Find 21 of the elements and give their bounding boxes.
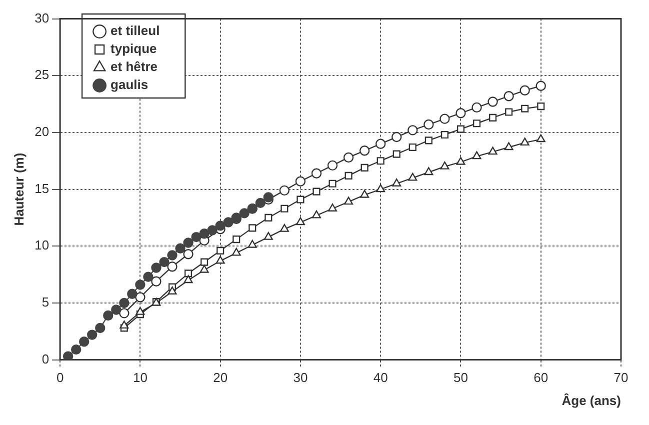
x-tick-label: 70 (614, 370, 628, 386)
y-tick-label: 20 (34, 124, 50, 140)
y-tick-label: 10 (34, 238, 50, 253)
x-tick-label: 50 (453, 370, 468, 386)
x-tick-label: 30 (293, 370, 308, 386)
legend-label: et tilleul (110, 23, 160, 38)
x-tick-label: 60 (534, 370, 548, 386)
y-tick-label: 5 (42, 294, 50, 310)
legend-label: et hêtre (110, 59, 158, 74)
x-axis-title: Âge (ans) (562, 392, 621, 408)
legend-label: typique (110, 41, 157, 56)
y-tick-label: 15 (34, 180, 50, 196)
x-tick-label: 10 (132, 370, 148, 386)
x-tick-label: 20 (213, 370, 228, 386)
y-tick-label: 0 (42, 351, 50, 366)
y-axis-title: Hauteur (m) (11, 152, 26, 226)
y-tick-label: 30 (34, 10, 50, 26)
legend-label: gaulis (110, 77, 148, 92)
y-tick-label: 25 (34, 67, 50, 82)
x-tick-label: 0 (56, 370, 64, 386)
x-tick-label: 40 (373, 370, 388, 386)
